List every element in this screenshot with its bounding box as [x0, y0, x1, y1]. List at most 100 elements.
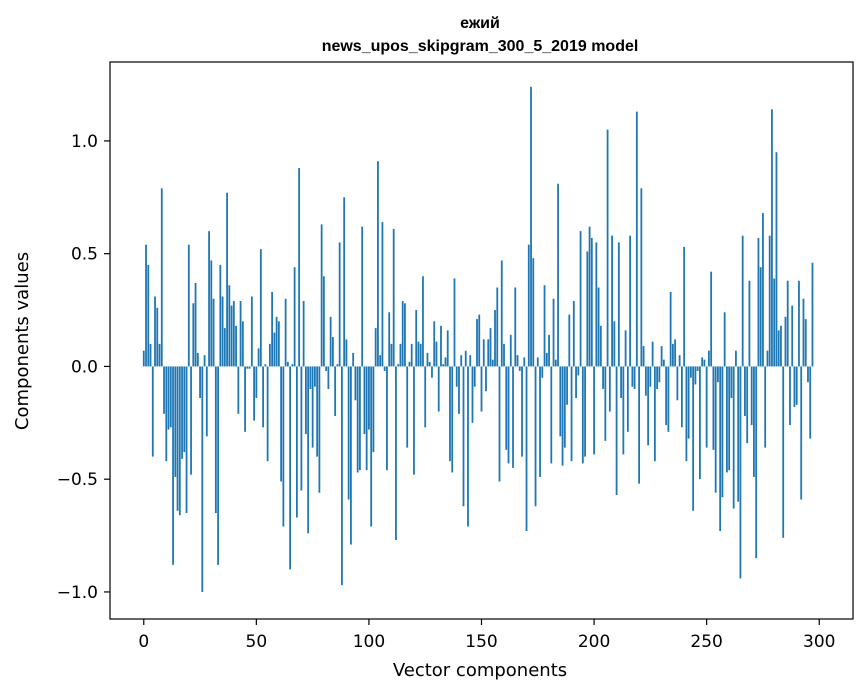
bar [237, 366, 240, 414]
bar [406, 366, 409, 448]
bar [584, 366, 586, 457]
bar [572, 301, 575, 367]
bar [201, 366, 204, 592]
bar [717, 366, 719, 383]
bar [800, 366, 803, 500]
bar [160, 188, 163, 367]
bar [626, 366, 629, 432]
bar [705, 366, 708, 448]
bar [786, 280, 789, 367]
bar [606, 129, 609, 367]
x-tick-label: 50 [246, 632, 268, 652]
bar [309, 366, 312, 389]
bar [181, 366, 183, 459]
bar [368, 366, 370, 430]
bar [552, 298, 555, 367]
bar [442, 364, 445, 367]
bar [777, 330, 780, 367]
bar [467, 366, 469, 527]
bar [431, 366, 433, 378]
x-tick-label: 300 [803, 632, 835, 652]
bar [541, 366, 544, 378]
bar [586, 251, 589, 367]
bar [750, 366, 753, 426]
bar [379, 355, 382, 367]
bar [244, 366, 246, 432]
bar [226, 192, 228, 367]
bar [192, 303, 195, 367]
bar [699, 366, 701, 480]
bar [667, 366, 670, 432]
bar [521, 366, 523, 457]
bar [629, 235, 631, 367]
bar [156, 307, 159, 367]
bar [255, 366, 258, 398]
bar [350, 366, 352, 545]
bar [638, 366, 641, 484]
bar [539, 366, 541, 477]
x-tick-label: 100 [353, 632, 385, 652]
bar [507, 366, 510, 464]
bar [253, 366, 255, 421]
bar [390, 343, 393, 367]
bar [554, 359, 557, 367]
bar [262, 366, 264, 428]
bar [523, 357, 526, 367]
bar [764, 366, 767, 448]
bar [266, 366, 269, 462]
bar [347, 366, 350, 500]
bar [692, 366, 695, 511]
bar [527, 244, 530, 367]
bar [408, 361, 411, 367]
bar [561, 366, 564, 466]
bar [284, 298, 287, 367]
bar [361, 226, 364, 367]
bar [721, 366, 724, 498]
bar [597, 287, 600, 367]
bar [500, 260, 503, 367]
bar [370, 366, 373, 527]
bar [291, 364, 294, 367]
bar [649, 366, 652, 387]
bar [147, 264, 150, 367]
bar [422, 276, 424, 367]
bar [392, 228, 395, 367]
bar [471, 366, 474, 423]
bar [413, 366, 415, 475]
bar [744, 366, 746, 417]
bar [275, 316, 278, 367]
bar [417, 341, 420, 367]
bar [732, 366, 735, 509]
bar [793, 366, 796, 408]
bar [451, 366, 454, 473]
bar [780, 325, 782, 367]
bar [748, 280, 751, 367]
bar [485, 366, 487, 392]
bar [187, 244, 190, 367]
bar [615, 366, 618, 495]
bar [613, 321, 616, 367]
bar [590, 237, 593, 367]
bar [771, 109, 773, 367]
bar [757, 237, 760, 367]
bar [811, 262, 814, 367]
bar [753, 366, 755, 477]
bar [241, 321, 244, 367]
y-tick-label: −1.0 [57, 583, 98, 603]
bar [669, 292, 672, 367]
bar [768, 235, 771, 367]
bar [428, 361, 431, 367]
y-axis-label: Components values [12, 252, 33, 430]
bar [332, 337, 334, 367]
bar [496, 287, 499, 367]
bar [647, 366, 650, 446]
bar [712, 366, 715, 450]
bar [701, 357, 704, 367]
bar [208, 231, 210, 367]
bar [307, 366, 310, 534]
bar [570, 366, 573, 462]
bar [545, 352, 548, 367]
bar [464, 350, 467, 367]
bar [214, 366, 217, 514]
bar [196, 352, 199, 367]
